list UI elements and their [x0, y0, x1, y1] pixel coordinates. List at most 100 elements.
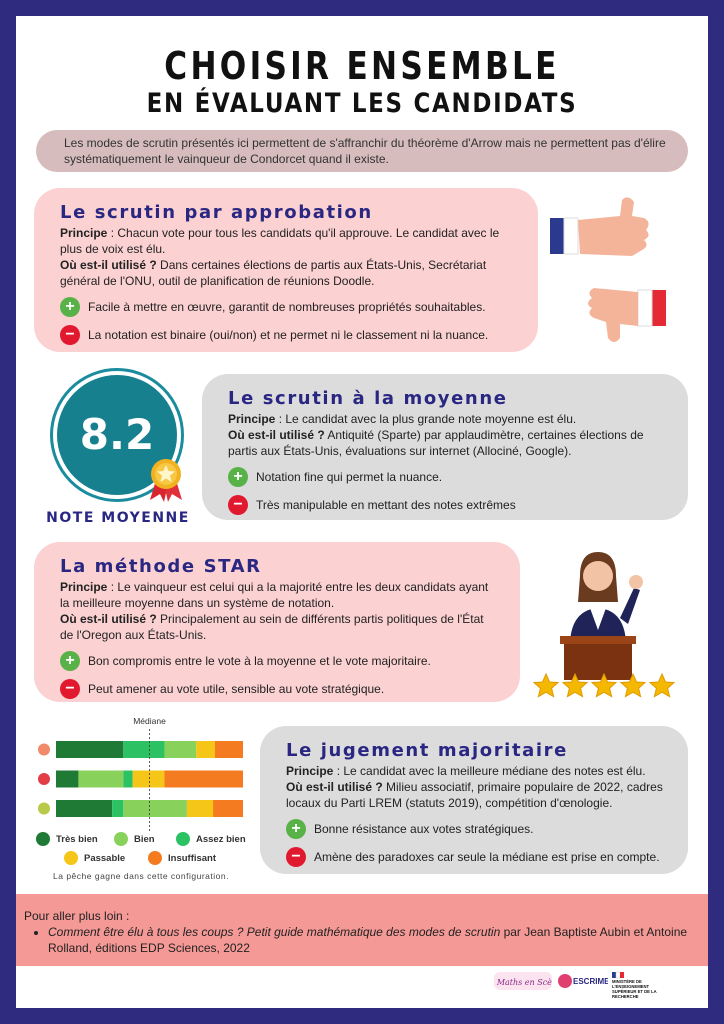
- section-title: Le jugement majoritaire: [286, 740, 568, 761]
- con-text: Peut amener au vote utile, sensible au v…: [88, 682, 385, 696]
- usage-text: Dans certaines élections de partis aux É…: [60, 258, 487, 288]
- intro-banner: Les modes de scrutin présentés ici perme…: [36, 130, 688, 172]
- bar-segment: [123, 770, 133, 788]
- plus-icon: +: [60, 297, 80, 317]
- legend-label: Passable: [84, 852, 126, 864]
- section-usage: Où est-il utilisé ? Milieu associatif, p…: [286, 779, 668, 811]
- average-score-badge: 8.2: [50, 368, 184, 502]
- minus-icon: −: [60, 679, 80, 699]
- legend-label: Assez bien: [196, 833, 246, 845]
- section-usage: Où est-il utilisé ? Dans certaines élect…: [60, 257, 518, 289]
- legend-item: Très bien: [36, 832, 98, 846]
- section-principe: Principe : Chacun vote pour tous les can…: [60, 225, 518, 257]
- con-item: − Peut amener au vote utile, sensible au …: [60, 679, 500, 699]
- bar-segment: [164, 741, 197, 758]
- reference-list: Comment être élu à tous les coups ? Peti…: [48, 924, 698, 956]
- legend-dot: [36, 832, 50, 846]
- pro-item: + Bon compromis entre le vote à la moyenn…: [60, 651, 500, 671]
- legend-item: Passable: [64, 851, 125, 865]
- pro-item: + Notation fine qui permet la nuance.: [228, 467, 668, 487]
- usage-label: Où est-il utilisé ?: [228, 428, 325, 442]
- minus-icon: −: [286, 847, 306, 867]
- plus-icon: +: [286, 819, 306, 839]
- usage-label: Où est-il utilisé ?: [60, 612, 157, 626]
- section-usage: Où est-il utilisé ? Antiquité (Sparte) p…: [228, 427, 668, 459]
- bar-segment: [123, 800, 187, 817]
- bar-segment: [196, 741, 215, 758]
- section-usage: Où est-il utilisé ? Principalement au se…: [60, 611, 500, 643]
- bar-segment: [164, 770, 243, 788]
- five-stars-icon: [532, 672, 676, 698]
- usage-text: Antiquité (Sparte) par applaudimètre, ce…: [228, 428, 644, 458]
- median-label: Médiane: [133, 716, 166, 726]
- logo1-text: La Maths en Scène: [494, 978, 552, 987]
- title-line2: EN ÉVALUANT LES CANDIDATS: [146, 88, 578, 119]
- legend-dot: [148, 851, 162, 865]
- section-principe: Principe : Le candidat avec la plus gran…: [228, 411, 668, 427]
- title-line1: CHOISIR ENSEMBLE: [164, 44, 560, 88]
- bar-segment: [56, 770, 79, 788]
- candidate-podium-icon: [560, 552, 643, 680]
- reference-item: Comment être élu à tous les coups ? Peti…: [48, 924, 698, 956]
- thumbs-up-down-icon: [550, 197, 666, 342]
- plus-icon: +: [60, 651, 80, 671]
- principe-label: Principe: [60, 580, 108, 594]
- section-approbation: Le scrutin par approbation Principe : Ch…: [34, 188, 538, 352]
- legend-label: Bien: [134, 833, 155, 845]
- strawberry-icon: [38, 773, 50, 785]
- medal-icon: [150, 459, 182, 502]
- section-star: La méthode STAR Principe : Le vainqueur …: [34, 542, 520, 702]
- majority-judgment-chart: Médiane: [38, 716, 243, 833]
- legend-dot: [114, 832, 128, 846]
- pro-text: Facile à mettre en œuvre, garantit de no…: [88, 300, 486, 314]
- bar-segment: [56, 741, 124, 758]
- usage-text: Milieu associatif, primaire populaire de…: [286, 780, 663, 810]
- bar-segment: [213, 800, 243, 817]
- con-item: − Amène des paradoxes car seule la médian…: [286, 847, 668, 867]
- legend-label: Insuffisant: [168, 852, 217, 864]
- badge-value: 8.2: [57, 375, 177, 495]
- bar-segment: [56, 800, 113, 817]
- plus-icon: +: [228, 467, 248, 487]
- principe-label: Principe: [286, 764, 334, 778]
- bar-segment: [186, 800, 214, 817]
- bar-segment: [123, 741, 165, 758]
- bar-segment: [112, 800, 124, 817]
- further-reading: Pour aller plus loin : Comment être élu …: [16, 894, 708, 966]
- section-principe: Principe : Le candidat avec la meilleure…: [286, 763, 668, 779]
- logo-ministere: MINISTÈRE DE L'ENSEIGNEMENT SUPÉRIEUR ET…: [612, 970, 674, 1000]
- legend-label: Très bien: [56, 833, 98, 845]
- usage-text: Principalement au sein de différents par…: [60, 612, 484, 642]
- principe-text: : Le candidat avec la plus grande note m…: [275, 412, 577, 426]
- bar-segment: [214, 741, 243, 758]
- legend-item: Insuffisant: [148, 851, 216, 865]
- logo3-text: MINISTÈRE DE L'ENSEIGNEMENT SUPÉRIEUR ET…: [612, 979, 657, 999]
- pro-text: Bon compromis entre le vote à la moyenne…: [88, 654, 431, 668]
- principe-text: : Le candidat avec la meilleure médiane …: [333, 764, 646, 778]
- section-moyenne: Le scrutin à la moyenne Principe : Le ca…: [202, 374, 688, 520]
- logo2-text: ESCRIME: [573, 977, 608, 986]
- maths-logo-icon: La Maths en Scène: [494, 972, 552, 990]
- pro-item: + Bonne résistance aux votes stratégiques…: [286, 819, 668, 839]
- section-principe: Principe : Le vainqueur est celui qui a …: [60, 579, 500, 611]
- minus-icon: −: [60, 325, 80, 345]
- con-text: La notation est binaire (oui/non) et ne …: [88, 328, 489, 342]
- pro-text: Notation fine qui permet la nuance.: [256, 470, 443, 484]
- legend-dot: [64, 851, 78, 865]
- con-item: − Très manipulable en mettant des notes e…: [228, 495, 668, 515]
- con-text: Très manipulable en mettant des notes ex…: [256, 498, 516, 512]
- pro-text: Bonne résistance aux votes stratégiques.: [314, 822, 534, 836]
- legend-item: Bien: [114, 832, 155, 846]
- bar-segment: [78, 770, 124, 788]
- book-title: Comment être élu à tous les coups ? Peti…: [48, 925, 501, 939]
- section-title: La méthode STAR: [60, 556, 262, 577]
- footer-heading: Pour aller plus loin :: [24, 909, 130, 923]
- principe-text: : Le vainqueur est celui qui a la majori…: [60, 580, 489, 610]
- principe-text: : Chacun vote pour tous les candidats qu…: [60, 226, 500, 256]
- chart-caption: La pêche gagne dans cette configuration.: [53, 871, 229, 881]
- usage-label: Où est-il utilisé ?: [286, 780, 383, 794]
- ministry-logo-icon: MINISTÈRE DE L'ENSEIGNEMENT SUPÉRIEUR ET…: [612, 971, 657, 999]
- pro-item: + Facile à mettre en œuvre, garantit de n…: [60, 297, 518, 317]
- con-item: − La notation est binaire (oui/non) et ne…: [60, 325, 518, 345]
- usage-label: Où est-il utilisé ?: [60, 258, 157, 272]
